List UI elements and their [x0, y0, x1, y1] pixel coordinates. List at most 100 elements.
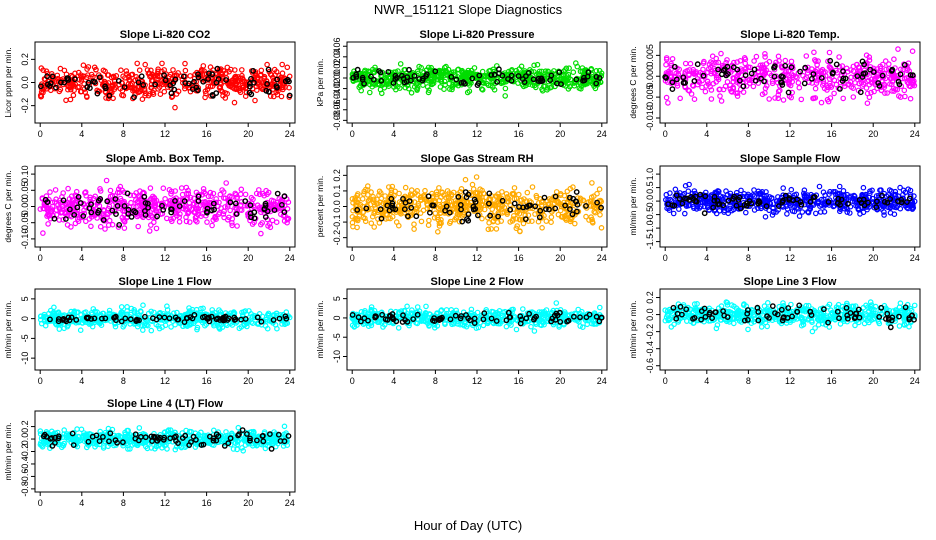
data-point [459, 198, 465, 205]
data-point [762, 54, 768, 60]
data-point [715, 66, 721, 73]
data-point [750, 83, 757, 90]
data-point [784, 206, 791, 212]
data-point [674, 83, 681, 89]
x-tick-label: 12 [785, 129, 795, 139]
data-point [691, 205, 697, 212]
data-point [563, 217, 570, 223]
data-point [895, 46, 901, 52]
data-point [465, 211, 472, 218]
data-point [837, 201, 843, 208]
data-point [178, 185, 185, 191]
data-point [831, 200, 838, 206]
data-point [86, 321, 93, 327]
data-point [472, 205, 479, 212]
data-point [269, 74, 276, 81]
data-point [573, 79, 579, 86]
data-point [594, 199, 600, 206]
data-point [378, 77, 385, 84]
data-point [264, 61, 270, 68]
data-point [489, 84, 496, 90]
data-point [488, 226, 495, 232]
data-point [681, 210, 688, 217]
data-point [831, 90, 837, 97]
data-point [817, 209, 824, 215]
data-point [821, 80, 827, 87]
data-point [213, 196, 220, 202]
data-point [133, 197, 139, 203]
data-point [446, 86, 453, 92]
data-point [887, 204, 894, 211]
data-point [725, 71, 731, 77]
data-point [510, 216, 516, 222]
x-tick-label: 8 [746, 253, 751, 263]
data-point [40, 230, 46, 236]
data-point [529, 218, 535, 225]
data-point [100, 217, 107, 223]
data-point [567, 83, 573, 90]
x-tick-label: 20 [868, 253, 878, 263]
data-point [797, 68, 803, 75]
data-point [771, 63, 778, 70]
data-point [161, 314, 168, 321]
x-tick-label: 16 [827, 253, 837, 263]
panel-5: Slope Gas Stream RH0 4 8 12 16 20 24-0.2-0.10.… [315, 153, 608, 263]
data-point [362, 70, 369, 77]
data-point [701, 58, 707, 65]
data-point [423, 303, 429, 310]
data-point [674, 76, 680, 83]
data-point [574, 208, 580, 215]
data-point [577, 68, 584, 75]
data-point [44, 73, 50, 80]
data-point [746, 198, 753, 205]
data-point [354, 224, 360, 231]
data-point [590, 193, 597, 200]
data-point [762, 214, 769, 220]
data-point [561, 199, 567, 206]
data-point [396, 79, 402, 86]
data-point [593, 80, 600, 87]
data-point [82, 190, 88, 196]
y-axis-label: Licor ppm per min. [3, 47, 13, 117]
data-point [145, 92, 152, 99]
data-point [533, 192, 540, 199]
data-point [430, 202, 437, 209]
data-point [191, 209, 198, 215]
data-point [248, 194, 255, 201]
data-point [166, 73, 173, 80]
data-point [532, 203, 539, 210]
data-point [468, 67, 475, 74]
y-axis-label: kPa per min. [315, 59, 325, 107]
data-point [75, 193, 82, 200]
data-point [221, 195, 227, 201]
data-point [867, 188, 873, 195]
data-point [182, 80, 189, 87]
data-point [182, 85, 188, 92]
data-point [73, 319, 79, 326]
data-point [432, 68, 439, 75]
data-point [499, 203, 506, 209]
data-point [474, 212, 481, 219]
data-point [355, 191, 361, 197]
x-tick-label: 4 [704, 253, 709, 263]
data-point [551, 200, 558, 207]
x-tick-label: 24 [597, 129, 607, 139]
data-point [670, 210, 677, 217]
data-point [425, 193, 432, 200]
data-point [74, 204, 81, 211]
data-point [378, 90, 385, 97]
data-point [788, 64, 795, 71]
y-tick-label: 0.0 [20, 76, 30, 89]
data-point [742, 66, 749, 72]
data-point [868, 76, 875, 83]
data-point [679, 200, 686, 207]
data-point [52, 85, 58, 92]
data-point [224, 90, 231, 97]
data-point [395, 222, 402, 229]
data-point [209, 71, 216, 78]
data-point [362, 215, 368, 222]
data-point [92, 308, 98, 315]
data-point [131, 86, 138, 93]
y-tick-label: 0 [20, 316, 30, 321]
data-point [182, 60, 188, 67]
